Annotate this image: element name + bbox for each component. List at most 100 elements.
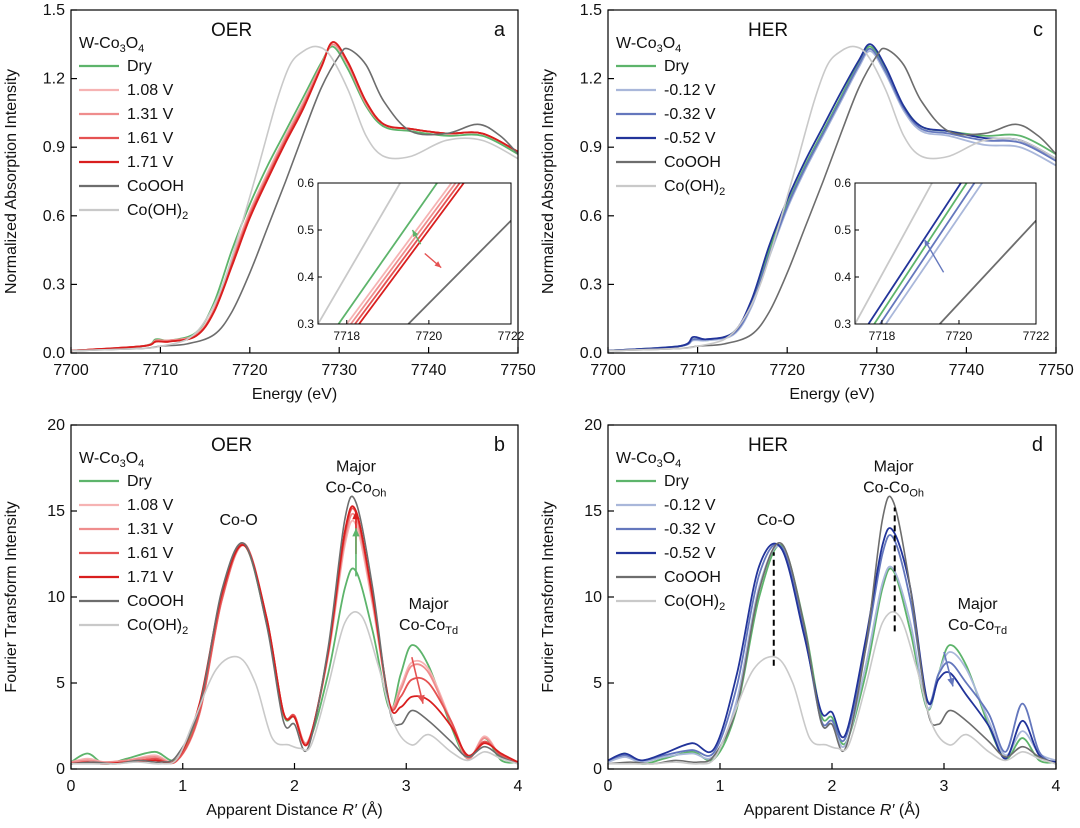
inset-background	[318, 183, 511, 324]
text-span: R′	[342, 802, 358, 819]
series-line-coooh	[608, 47, 1056, 352]
legend-label: -0.32 V	[664, 521, 716, 538]
text-span: Co(OH)	[664, 593, 719, 610]
x-tick-label: 2	[290, 778, 299, 795]
legend-sample-name: W-Co3O4	[616, 450, 681, 470]
legend-sample-name: W-Co3O4	[79, 450, 144, 470]
series-line-co-oh-2	[608, 45, 1056, 352]
text-span: Dry	[664, 473, 689, 490]
inset-y-tick-label: 0.4	[297, 270, 314, 284]
legend-label: -0.52 V	[664, 545, 716, 562]
inset-x-tick-label: 7722	[498, 329, 525, 343]
inset-line--0-12-v	[885, 183, 983, 324]
peak-annotation-2: Co-CoTd	[399, 617, 458, 637]
peak-annotation-1: Major	[874, 458, 915, 475]
text-span: Oh	[372, 487, 387, 499]
text-span: 1.61 V	[127, 545, 174, 562]
text-span: Major	[409, 596, 450, 613]
legend-label: Dry	[127, 473, 152, 490]
x-axis-label: Apparent Distance R′ (Å)	[206, 800, 382, 819]
text-span: 2	[182, 210, 188, 222]
series-line--0-12-v	[608, 50, 1056, 352]
x-tick-label: 0	[67, 778, 76, 795]
x-tick-label: 1	[716, 778, 725, 795]
inset-line-dry	[873, 183, 968, 324]
inset-line-1-71-v	[358, 183, 465, 324]
text-span: Co-Co	[863, 479, 909, 496]
x-tick-label: 7740	[949, 362, 985, 379]
y-axis-label: Normalized Absorption Intensity	[540, 69, 557, 294]
x-tick-label: 4	[1052, 778, 1061, 795]
y-tick-label: 5	[56, 675, 65, 692]
text-span: -0.12 V	[664, 82, 716, 99]
legend-label: CoOOH	[127, 178, 184, 195]
x-tick-label: 7730	[321, 362, 357, 379]
inset-frame	[854, 182, 1037, 325]
x-tick-label: 7700	[53, 362, 89, 379]
inset: 0.3 0.4 0.5 0.6 7718 7720 7722	[834, 176, 1049, 343]
plot-frame	[70, 9, 519, 354]
legend-label: -0.52 V	[664, 130, 716, 147]
y-tick-label: 0.0	[43, 345, 65, 362]
legend: W-Co3O4 Dry -0.12 V -0.32 V -0.52 V CoOOH Co(O…	[616, 450, 725, 613]
text-span: 2	[719, 186, 725, 198]
legend: W-Co3O4 Dry 1.08 V 1.31 V 1.61 V 1.71 V CoOOH C…	[79, 450, 188, 637]
y-tick-label: 0.3	[580, 276, 602, 293]
inset-y-tick-label: 0.5	[834, 223, 851, 237]
y-tick-label: 5	[593, 675, 602, 692]
y-tick-label: 10	[584, 589, 602, 606]
inset-line-coooh	[939, 219, 1036, 324]
text-span: Td	[445, 625, 458, 637]
series-line--0-32-v	[608, 534, 1056, 765]
y-tick-label: 0	[593, 761, 602, 778]
text-span: Apparent Distance	[206, 802, 342, 819]
text-span: CoOOH	[127, 178, 184, 195]
x-tick-label: 7750	[500, 362, 536, 379]
text-span: (Å)	[894, 800, 920, 819]
text-span: Co-Co	[326, 479, 372, 496]
text-span: Co(OH)	[664, 178, 719, 195]
peak-annotation-1: Co-CoOh	[863, 479, 924, 499]
text-span: Major	[874, 458, 915, 475]
series-line-coooh	[608, 495, 1056, 765]
legend-label: Dry	[664, 473, 689, 490]
text-span: 3	[657, 43, 663, 55]
text-span: 1.71 V	[127, 569, 174, 586]
inset-line-1-61-v	[354, 183, 461, 324]
x-axis-label: Energy (eV)	[252, 386, 337, 403]
peak-annotation-2: Major	[958, 596, 999, 613]
legend-label: 1.61 V	[127, 545, 174, 562]
text-span: -0.32 V	[664, 521, 716, 538]
text-span: 1.31 V	[127, 521, 174, 538]
inset-line-dry	[337, 183, 438, 324]
text-span: -0.32 V	[664, 106, 716, 123]
legend-label: Co(OH)2	[127, 617, 188, 637]
text-span: W-Co	[616, 35, 657, 52]
text-span: 3	[120, 458, 126, 470]
text-span: Td	[994, 625, 1007, 637]
panel-letter: d	[1032, 434, 1043, 456]
series-line-co-oh-2	[71, 45, 518, 352]
legend-label: -0.12 V	[664, 82, 716, 99]
x-tick-label: 7710	[680, 362, 716, 379]
legend-label: CoOOH	[127, 593, 184, 610]
y-tick-label: 0.9	[43, 139, 65, 156]
series-line-co-oh-2	[71, 611, 518, 765]
y-tick-label: 20	[47, 417, 65, 434]
peak-annotation-1: Major	[336, 458, 377, 475]
peak-annotation-0: Co-O	[220, 512, 258, 529]
text-span: O	[663, 35, 675, 52]
series-group	[608, 43, 1056, 352]
panel-title: HER	[748, 20, 788, 41]
text-span: 4	[138, 458, 144, 470]
series-line-co-oh-2	[608, 611, 1056, 765]
text-span: 2	[182, 625, 188, 637]
inset-line-1-08-v	[346, 183, 453, 324]
text-span: -0.12 V	[664, 497, 716, 514]
text-span: 3	[657, 458, 663, 470]
text-span: CoOOH	[664, 154, 721, 171]
panel-a: 0.0 0.3 0.6 0.9 1.2 1.5 7700 7710 7720 7730 7740 77…	[3, 2, 536, 403]
y-tick-label: 0.3	[43, 276, 65, 293]
legend: W-Co3O4 Dry 1.08 V 1.31 V 1.61 V 1.71 V CoOOH C…	[79, 35, 188, 222]
